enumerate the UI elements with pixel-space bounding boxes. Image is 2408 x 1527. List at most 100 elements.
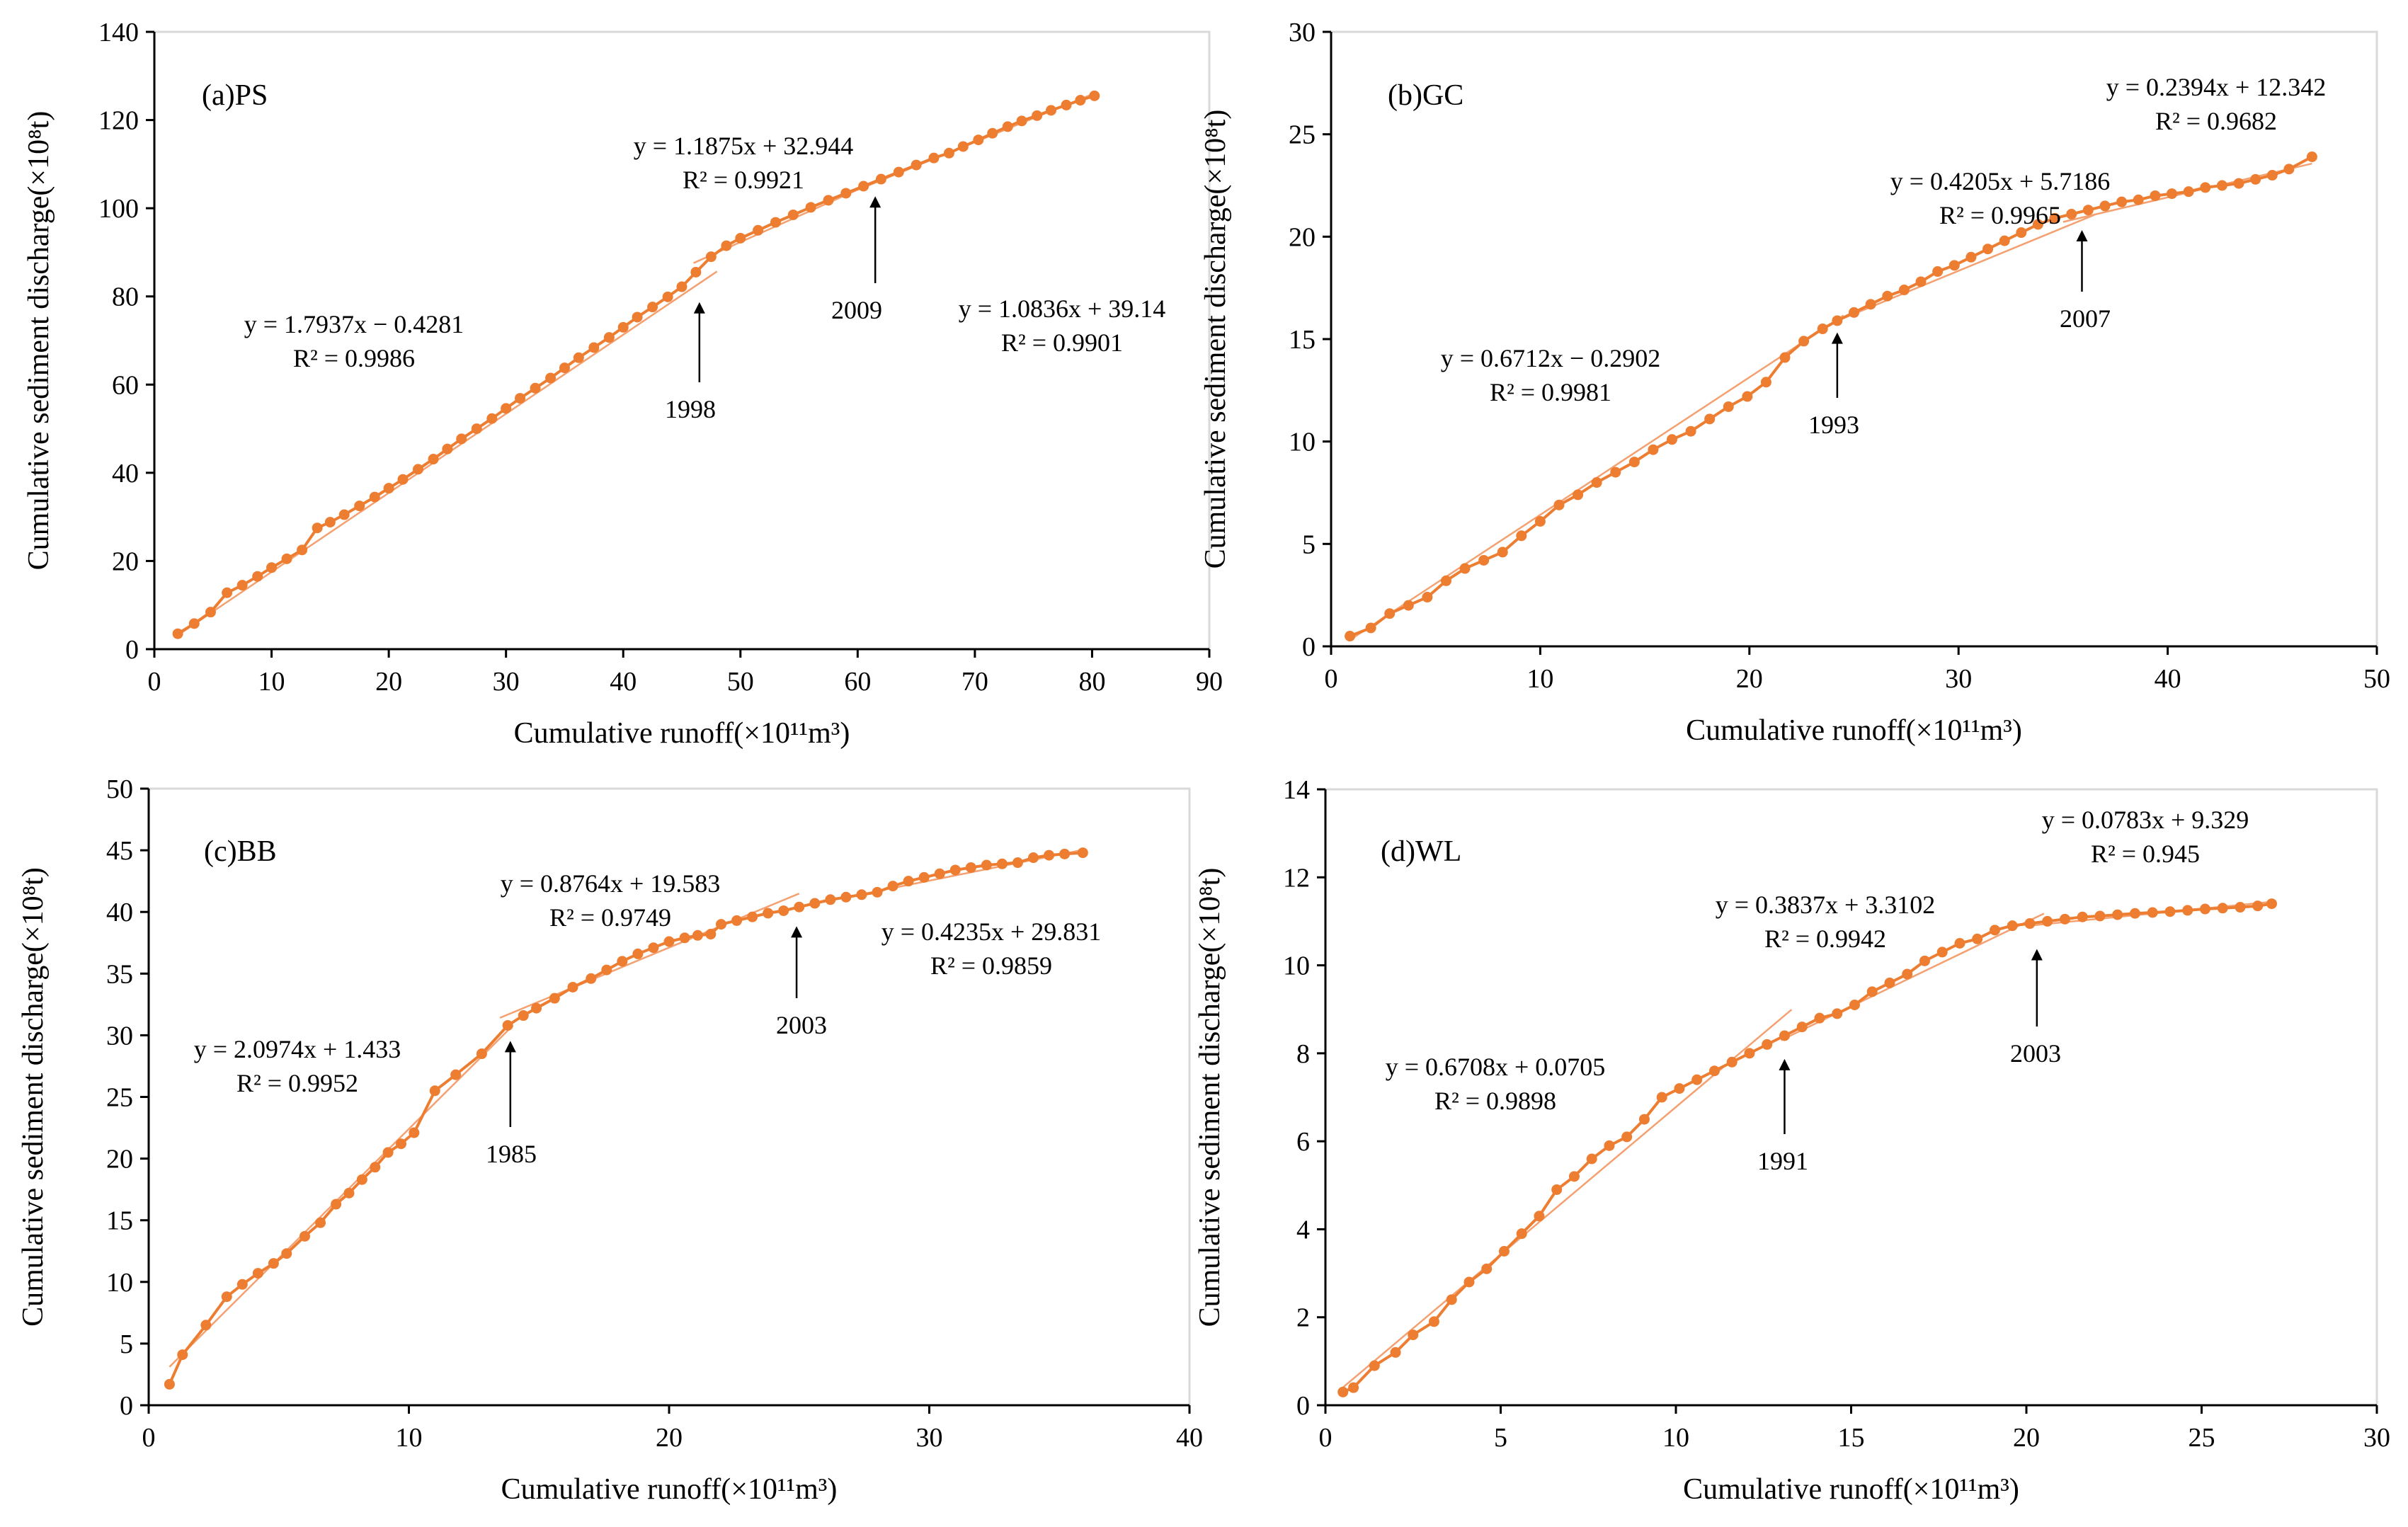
data-point <box>887 881 898 892</box>
y-tick-label: 60 <box>112 370 139 400</box>
data-point <box>911 159 922 171</box>
data-point <box>1779 1030 1790 1041</box>
data-point <box>987 127 998 139</box>
data-point <box>471 423 482 435</box>
data-point <box>1656 1092 1667 1103</box>
y-tick-label: 0 <box>125 635 139 665</box>
data-point <box>632 311 643 323</box>
data-point <box>573 352 584 363</box>
annotation-year: 1991 <box>1757 1147 1808 1175</box>
data-point <box>428 454 439 465</box>
chart-panel-2: 0 5 10 15 20 25 30 0 10 20 30 40 50 Cumulative runoff… <box>1199 18 2390 747</box>
data-point <box>1814 1012 1825 1024</box>
data-point <box>2306 151 2317 162</box>
data-point <box>965 862 976 873</box>
data-point <box>2024 918 2036 930</box>
data-point <box>1882 290 1893 302</box>
data-point <box>2129 908 2140 919</box>
data-point <box>1337 1386 1349 1397</box>
data-point <box>1708 1065 1720 1077</box>
annotation-arrow-head <box>791 926 803 938</box>
data-point <box>1744 1048 1755 1059</box>
data-point <box>200 1320 212 1331</box>
x-tick-label: 30 <box>493 667 520 697</box>
fit-equation: y = 1.7937x − 0.4281 <box>244 310 464 338</box>
y-tick-label: 5 <box>1302 530 1316 559</box>
data-point <box>1723 401 1734 412</box>
data-point <box>2150 190 2161 201</box>
data-point <box>1016 115 1027 127</box>
data-point <box>409 1127 420 1138</box>
annotation-year: 2003 <box>776 1011 827 1039</box>
y-tick-label: 10 <box>106 1268 133 1298</box>
data-point <box>1534 516 1546 527</box>
data-point <box>1403 600 1414 611</box>
data-point <box>840 891 852 903</box>
data-point <box>787 209 799 220</box>
x-tick-label: 20 <box>1736 664 1763 694</box>
data-point <box>1610 467 1621 478</box>
data-point <box>221 1291 232 1303</box>
data-point <box>281 553 292 564</box>
data-point <box>586 973 597 984</box>
fit-r-squared: R² = 0.9965 <box>1939 201 2061 229</box>
data-point <box>315 1217 326 1228</box>
annotation-arrow-head <box>869 196 881 208</box>
data-point <box>1628 457 1640 468</box>
x-tick-label: 0 <box>148 667 161 697</box>
x-axis-title: Cumulative runoff(×10¹¹m³) <box>514 717 850 750</box>
data-point <box>1046 105 1056 116</box>
y-tick-label: 20 <box>1289 222 1316 252</box>
data-point <box>2007 920 2018 932</box>
data-point <box>1817 324 1828 335</box>
data-point <box>1972 933 1983 944</box>
data-point <box>1459 563 1471 574</box>
y-tick-label: 0 <box>120 1391 133 1421</box>
data-point <box>692 930 703 941</box>
data-point <box>1621 1131 1633 1143</box>
panel-label: (b)GC <box>1388 79 1463 112</box>
data-point <box>188 618 200 629</box>
data-point <box>1604 1140 1615 1151</box>
data-point <box>2042 915 2053 927</box>
data-point <box>705 251 717 263</box>
data-point <box>617 956 628 967</box>
data-point <box>1075 95 1086 106</box>
data-point <box>2059 913 2070 925</box>
data-point <box>1428 1316 1439 1327</box>
data-point <box>2099 200 2111 212</box>
x-axis-title: Cumulative runoff(×10¹¹m³) <box>1686 714 2022 747</box>
data-point <box>545 372 557 384</box>
annotation-arrow-head <box>2076 229 2088 241</box>
data-point <box>981 859 992 871</box>
data-point <box>383 483 394 494</box>
data-point <box>1516 1228 1527 1240</box>
y-tick-label: 14 <box>1283 775 1310 805</box>
data-point <box>268 1258 279 1269</box>
x-axis-title: Cumulative runoff(×10¹¹m³) <box>501 1473 838 1506</box>
fit-equation: y = 2.0974x + 1.433 <box>194 1035 401 1063</box>
data-point <box>2217 903 2228 914</box>
data-point <box>1982 244 1994 255</box>
data-point <box>397 474 409 485</box>
data-point <box>486 413 498 424</box>
data-point <box>1345 631 1356 642</box>
data-point <box>1849 1000 1860 1010</box>
data-point <box>530 382 541 394</box>
data-point <box>823 195 834 206</box>
annotation-arrow-head <box>1831 332 1843 344</box>
fit-r-squared: R² = 0.9986 <box>293 344 415 372</box>
y-tick-label: 0 <box>1302 632 1316 662</box>
data-point <box>2266 898 2277 910</box>
fit-equation: y = 0.2394x + 12.342 <box>2106 73 2327 101</box>
trendline-2 <box>1832 214 2095 324</box>
data-point <box>1667 434 1678 445</box>
data-point <box>1481 1263 1493 1274</box>
x-tick-label: 10 <box>1662 1423 1689 1453</box>
data-point <box>1866 986 1878 997</box>
data-point <box>266 562 278 573</box>
data-point <box>1534 1211 1545 1222</box>
annotation-arrow-head <box>2031 949 2043 961</box>
